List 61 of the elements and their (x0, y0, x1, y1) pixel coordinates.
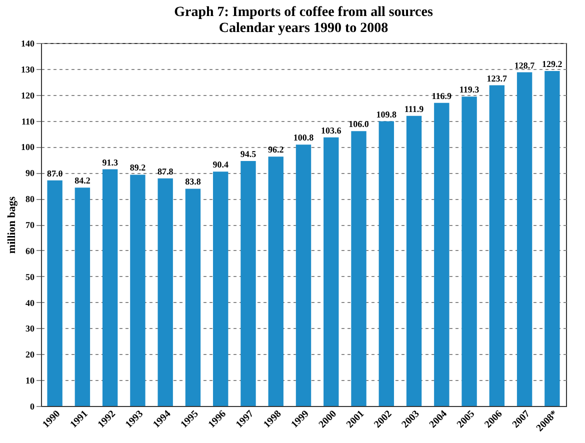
data-label: 87.8 (157, 166, 174, 176)
x-tick-label: 1999 (289, 408, 312, 430)
bar (378, 121, 394, 406)
y-tick-label: 30 (26, 324, 35, 334)
y-tick-label: 40 (26, 298, 35, 308)
y-tick-label: 20 (26, 350, 35, 360)
bar (296, 144, 312, 406)
y-tick-label: 130 (21, 64, 35, 74)
bar (74, 188, 90, 406)
y-tick-label: 10 (26, 376, 35, 386)
y-tick-label: 100 (21, 142, 35, 152)
bar (544, 71, 560, 406)
y-tick-label: 120 (21, 90, 35, 100)
bar (47, 180, 62, 406)
x-tick-label: 1993 (124, 408, 146, 430)
bar (324, 137, 339, 406)
x-tick-label: 1991 (68, 408, 90, 430)
data-label: 84.2 (74, 176, 91, 186)
data-label: 90.4 (212, 160, 229, 170)
data-label: 129.2 (542, 59, 563, 70)
data-label: 100.8 (293, 132, 314, 143)
data-label: 109.8 (376, 109, 398, 120)
bar (185, 188, 201, 406)
chart-title: Graph 7: Imports of coffee from all sources Calendar years 1990 to 2008 (174, 5, 434, 36)
x-tick-label: 1990 (40, 408, 63, 430)
bar (268, 156, 284, 406)
data-label: 111.9 (404, 104, 424, 114)
y-tick-label: 0 (30, 402, 35, 412)
bar (489, 85, 505, 406)
y-tick-label: 90 (26, 168, 35, 178)
y-tick-label: 70 (26, 220, 35, 230)
y-tick-label: 110 (21, 116, 35, 126)
bar (213, 172, 228, 406)
bar (240, 160, 256, 406)
bar (434, 102, 450, 406)
data-label: 91.3 (102, 157, 118, 168)
bar (351, 131, 366, 406)
data-label: 116.9 (432, 90, 452, 101)
x-tick-label: 1992 (96, 408, 118, 430)
y-tick-label: 140 (21, 38, 35, 48)
data-label: 87.0 (46, 168, 64, 178)
data-label: 94.5 (240, 148, 257, 159)
data-label: 103.6 (321, 125, 342, 136)
bar (406, 116, 422, 406)
data-label: 123.7 (486, 73, 508, 84)
x-tick-label: 1998 (262, 408, 284, 430)
data-label: 96.2 (268, 144, 284, 155)
y-tick-label: 80 (26, 194, 35, 204)
data-label: 106.0 (348, 119, 370, 130)
data-label: 128.7 (514, 60, 536, 70)
y-tick-label: 50 (26, 272, 35, 282)
bar (102, 169, 118, 406)
bar (130, 174, 146, 406)
bar (462, 96, 477, 406)
y-tick-label: 60 (26, 246, 35, 256)
bar (158, 178, 173, 406)
data-label: 89.2 (130, 162, 146, 173)
data-label: 119.3 (459, 84, 480, 95)
y-axis-title: million bags (6, 196, 18, 254)
data-label: 83.8 (185, 176, 202, 187)
bar (516, 72, 532, 406)
